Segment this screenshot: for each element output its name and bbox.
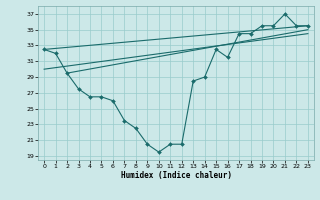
X-axis label: Humidex (Indice chaleur): Humidex (Indice chaleur) — [121, 171, 231, 180]
